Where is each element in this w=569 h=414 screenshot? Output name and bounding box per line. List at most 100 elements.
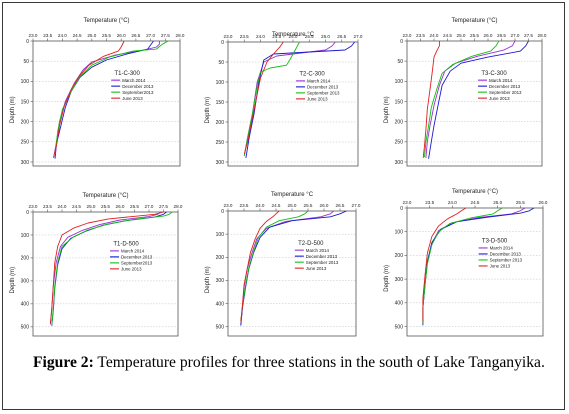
x-tick-label: 26.0 bbox=[321, 34, 330, 39]
x-tick-label: 25.0 bbox=[457, 33, 466, 38]
x-tick-label: 28.0 bbox=[538, 33, 547, 38]
x-tick-label: 23.5 bbox=[425, 200, 434, 205]
station-label: T2-C-300 bbox=[299, 71, 325, 77]
x-axis-title: Temperature (°C) bbox=[82, 193, 128, 199]
caption-text: Temperature profiles for three stations … bbox=[97, 354, 545, 371]
series-line bbox=[54, 40, 169, 154]
x-tick-label: 25.5 bbox=[305, 34, 314, 39]
y-tick-label: 100 bbox=[21, 79, 30, 85]
legend-label: March 2014 bbox=[306, 248, 330, 253]
y-axis-title: Depth (m) bbox=[205, 97, 211, 124]
x-tick-label: 27.5 bbox=[159, 204, 168, 209]
series-line bbox=[49, 211, 164, 324]
series-line bbox=[422, 207, 467, 322]
series-line bbox=[245, 41, 356, 159]
x-axis-title: Temperature (°C) bbox=[452, 189, 498, 195]
x-tick-label: 23.0 bbox=[29, 33, 38, 38]
legend-label: September 2013 bbox=[489, 90, 522, 95]
x-axis-title: Temperature (°C) bbox=[451, 18, 497, 24]
x-tick-label: 28.0 bbox=[174, 204, 183, 209]
y-tick-label: 50 bbox=[23, 59, 29, 65]
y-tick-label: 300 bbox=[395, 160, 404, 166]
x-tick-label: 23.5 bbox=[43, 33, 52, 38]
y-tick-label: 200 bbox=[21, 256, 30, 262]
y-tick-label: 250 bbox=[395, 140, 404, 146]
y-tick-label: 500 bbox=[216, 325, 225, 331]
legend-label: December 2013 bbox=[490, 252, 522, 257]
series-line bbox=[422, 207, 503, 324]
y-tick-label: 300 bbox=[216, 278, 225, 284]
x-tick-label: 23.5 bbox=[240, 203, 249, 208]
x-tick-label: 23.0 bbox=[29, 204, 38, 209]
y-axis-title: Depth (m) bbox=[205, 266, 211, 293]
station-label: T1-D-500 bbox=[113, 241, 139, 247]
legend-label: June 2013 bbox=[121, 266, 142, 271]
y-tick-label: 200 bbox=[395, 253, 404, 259]
y-tick-label: 200 bbox=[216, 255, 225, 261]
x-tick-label: 24.0 bbox=[256, 203, 265, 208]
x-tick-label: 23.0 bbox=[403, 200, 412, 205]
y-tick-label: 0 bbox=[26, 39, 29, 45]
y-tick-label: 100 bbox=[216, 232, 225, 238]
legend-label: June 2013 bbox=[307, 96, 328, 101]
legend-label: September 2013 bbox=[306, 260, 339, 265]
x-tick-label: 26.5 bbox=[131, 33, 140, 38]
x-tick-label: 27.0 bbox=[352, 203, 361, 208]
legend-label: September 2013 bbox=[307, 90, 340, 95]
x-tick-label: 24.5 bbox=[72, 204, 81, 209]
series-line bbox=[240, 210, 280, 322]
x-axis-title: Temperature °C bbox=[271, 192, 314, 198]
figure-frame: 23.0 23.5 24.0 24.5 25.0 25.5 26.0 26.5 27.0 27.5… bbox=[2, 2, 565, 410]
x-tick-label: 27.5 bbox=[161, 33, 170, 38]
legend-label: March 2014 bbox=[122, 78, 146, 83]
series-line bbox=[243, 41, 284, 155]
y-tick-label: 0 bbox=[26, 210, 29, 216]
x-tick-label: 26.5 bbox=[337, 34, 346, 39]
y-tick-label: 300 bbox=[21, 279, 30, 285]
x-tick-label: 25.0 bbox=[493, 200, 502, 205]
y-tick-label: 250 bbox=[216, 140, 225, 146]
legend-label: March 2014 bbox=[121, 248, 145, 253]
y-tick-label: 0 bbox=[221, 40, 224, 46]
x-tick-label: 23.0 bbox=[224, 34, 233, 39]
plot-area bbox=[227, 210, 357, 337]
series-line bbox=[243, 41, 300, 157]
y-axis-title: Depth (m) bbox=[10, 267, 16, 294]
x-tick-label: 26.0 bbox=[539, 200, 548, 205]
x-tick-label: 27.0 bbox=[354, 34, 363, 39]
legend-label: December 2013 bbox=[306, 254, 338, 259]
legend-label: December 2013 bbox=[489, 84, 521, 89]
x-tick-label: 27.5 bbox=[524, 33, 533, 38]
y-tick-label: 500 bbox=[21, 325, 30, 331]
y-tick-label: 100 bbox=[395, 230, 404, 236]
plot-area bbox=[406, 207, 544, 337]
series-line bbox=[424, 40, 500, 158]
y-tick-label: 0 bbox=[400, 206, 403, 212]
legend-label: September 2013 bbox=[490, 258, 523, 263]
y-tick-label: 300 bbox=[21, 160, 30, 166]
y-axis-title: Depth (m) bbox=[384, 265, 390, 292]
x-tick-label: 24.5 bbox=[272, 203, 281, 208]
legend-label: December 2013 bbox=[121, 254, 153, 259]
y-tick-label: 400 bbox=[395, 301, 404, 307]
x-tick-label: 25.5 bbox=[102, 33, 111, 38]
x-axis-title: Temperature °C bbox=[272, 32, 315, 38]
y-tick-label: 200 bbox=[216, 120, 225, 126]
x-tick-label: 27.0 bbox=[145, 204, 154, 209]
caption-label: Figure 2: bbox=[33, 354, 94, 371]
series-line bbox=[51, 211, 173, 325]
x-tick-label: 26.0 bbox=[484, 33, 493, 38]
x-tick-label: 25.5 bbox=[470, 33, 479, 38]
legend-label: June 2013 bbox=[489, 96, 510, 101]
x-tick-label: 25.0 bbox=[288, 203, 297, 208]
y-tick-label: 300 bbox=[216, 160, 225, 166]
x-tick-label: 24.5 bbox=[443, 33, 452, 38]
x-tick-label: 24.0 bbox=[448, 200, 457, 205]
x-tick-label: 23.5 bbox=[416, 33, 425, 38]
legend-label: September2013 bbox=[121, 260, 153, 265]
y-tick-label: 150 bbox=[395, 99, 404, 105]
x-tick-label: 23.5 bbox=[43, 204, 52, 209]
series-line bbox=[54, 40, 154, 159]
chart-panel-2: 23.0 23.5 24.0 24.5 25.0 25.5 26.0 26.5 27.0 0 50 1… bbox=[205, 32, 363, 167]
y-tick-label: 150 bbox=[216, 100, 225, 106]
